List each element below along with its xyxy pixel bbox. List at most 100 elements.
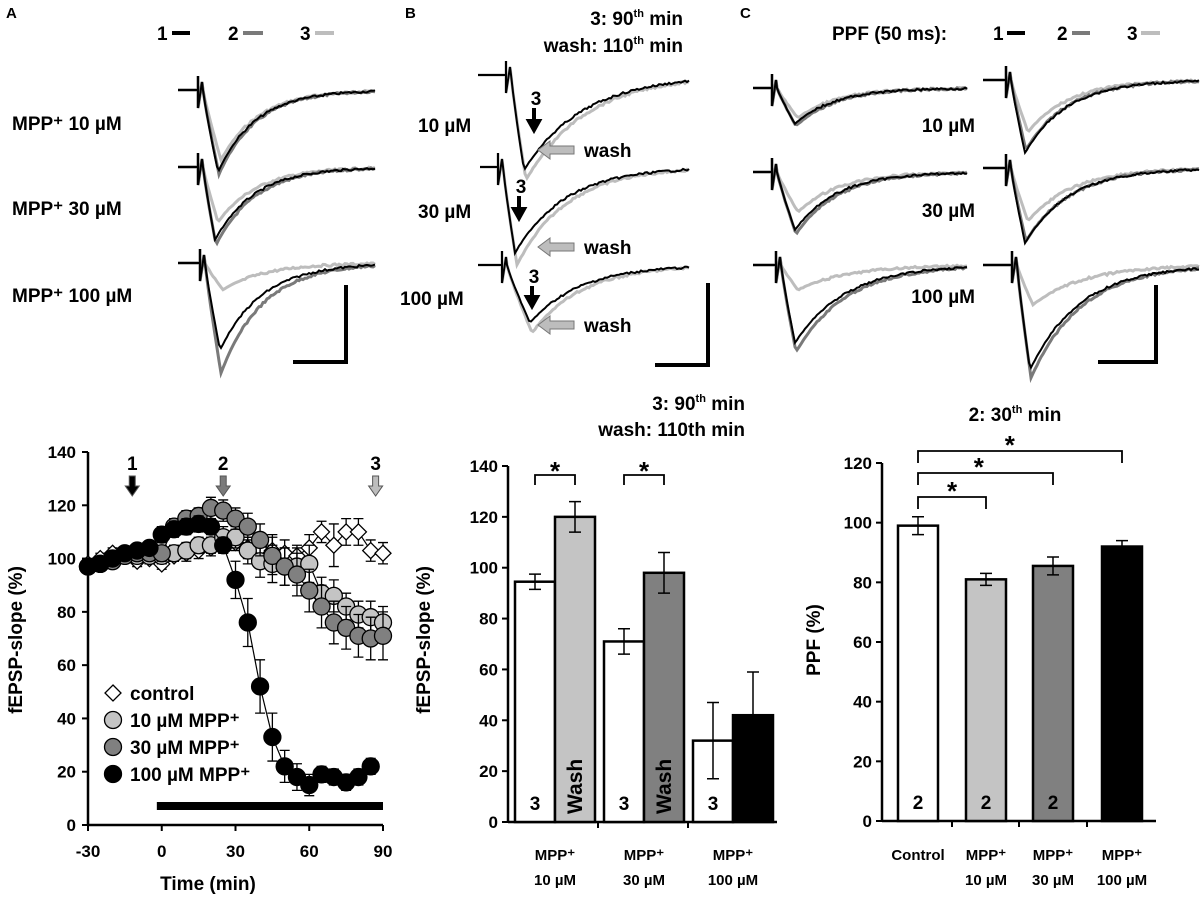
category-label-line1: MPP⁺: [624, 847, 665, 864]
legend-3-label: 3: [300, 24, 311, 45]
left-arrow-icon: [537, 315, 575, 335]
trace-2: [753, 251, 968, 353]
scale-bar-b: [655, 283, 710, 367]
marker-3-label: 3: [531, 89, 542, 110]
title-text: wash: 110: [543, 36, 634, 57]
panel-label-a: A: [6, 5, 17, 22]
title-text: min: [1022, 405, 1061, 426]
trace-label-mpp100: MPP⁺ 100 µM: [12, 286, 132, 307]
down-arrow-icon: [124, 475, 141, 497]
bar: [896, 524, 940, 823]
title-text: min: [644, 36, 683, 57]
bar-c-title: 2: 30th min: [969, 404, 1062, 426]
title-sup: th: [696, 393, 707, 405]
trace-1: [983, 154, 1200, 246]
category-label-line2: 100 µM: [708, 872, 758, 889]
y-tick-label: 100: [470, 559, 498, 578]
title-text: min: [644, 9, 683, 30]
category-label-line2: 30 µM: [1032, 872, 1074, 889]
y-tick-label: 100: [48, 550, 76, 569]
trace-wash: [480, 153, 690, 270]
legend-3-label: 3: [1127, 24, 1138, 45]
title-text: 3: 90: [590, 9, 633, 30]
marker-3-label: 3: [516, 177, 527, 198]
legend-marker: [103, 710, 123, 730]
bar-inner-label: Wash: [653, 759, 676, 814]
x-tick-label: 30: [226, 842, 245, 861]
y-tick-label: 20: [853, 752, 872, 771]
title-sup: th: [634, 8, 645, 20]
legend-1-label: 1: [157, 24, 168, 45]
legend-label: 10 µM MPP⁺: [130, 711, 240, 732]
y-tick-label: 0: [489, 813, 498, 832]
y-tick-label: 60: [853, 633, 872, 652]
y-tick-label: 40: [853, 693, 872, 712]
left-arrow-icon: [537, 237, 575, 257]
bar-inner-label: 2: [913, 793, 924, 814]
trace-3: [478, 61, 690, 171]
legend-2-label: 2: [1057, 24, 1068, 45]
wash-label: wash: [583, 141, 632, 162]
data-point: [238, 517, 257, 536]
panel-c-traces: [753, 66, 1200, 384]
category-label-line2: 30 µM: [623, 872, 665, 889]
data-point: [250, 677, 270, 696]
trace-label-b-30: 30 µM: [418, 202, 471, 223]
category-label-line1: MPP⁺: [535, 847, 576, 864]
data-point: [349, 767, 368, 787]
trace-2: [178, 249, 376, 379]
ppf-bar-chart: 2: 30th min 0 20 40 60 80 100 120 PPF (%) 2 Contr…: [804, 404, 1156, 889]
y-tick-label: 140: [470, 457, 498, 476]
legend-1-label: 1: [993, 24, 1004, 45]
panel-label-c: C: [740, 5, 751, 22]
data-point: [226, 570, 245, 590]
trace-3: [178, 153, 376, 223]
data-point: [287, 565, 307, 584]
panel-b-title-line2: wash: 110th min: [543, 35, 683, 57]
bar: [1031, 564, 1075, 823]
title-sup: th: [1012, 404, 1023, 416]
y-tick-label: 80: [853, 573, 872, 592]
time-marker-label: 2: [218, 454, 229, 475]
error-bar: [1047, 556, 1059, 576]
significance-bracket: [917, 472, 1054, 485]
error-bar: [1116, 539, 1128, 554]
trace-3: [478, 251, 690, 323]
data-point: [300, 775, 319, 795]
significance-star: *: [947, 476, 958, 506]
marker-3-label: 3: [529, 267, 540, 288]
significance-bracket: [534, 474, 576, 485]
legend-2-label: 2: [228, 24, 239, 45]
trace-wash: [478, 251, 690, 334]
y-tick-label: 80: [57, 603, 76, 622]
trace-label-c-30: 30 µM: [922, 201, 975, 222]
y-tick-label: 20: [479, 762, 498, 781]
y-tick-label: 60: [57, 656, 76, 675]
significance-star: *: [550, 456, 561, 486]
significance-bracket: [623, 474, 665, 485]
legend-marker: [103, 737, 123, 757]
bar-inner-label: Wash: [742, 759, 765, 814]
error-bar: [618, 627, 630, 655]
wash-label: wash: [583, 238, 632, 259]
x-tick-label: 0: [157, 842, 166, 861]
data-point: [238, 541, 257, 560]
title-sup: th: [634, 35, 645, 47]
down-arrow-icon: [510, 196, 528, 223]
trace-1: [178, 76, 376, 173]
trace-3: [178, 249, 376, 292]
data-point: [238, 613, 257, 632]
trace-label-mpp30: MPP⁺ 30 µM: [12, 199, 122, 220]
significance-star: *: [1005, 430, 1016, 460]
trace-1: [983, 251, 1200, 371]
y-tick-label: 140: [48, 443, 76, 462]
y-tick-label: 60: [479, 660, 498, 679]
title-text: 3: 90: [652, 394, 695, 415]
category-label-line1: MPP⁺: [966, 847, 1007, 864]
data-point: [214, 536, 233, 555]
data-point: [263, 727, 282, 747]
category-label-line1: MPP⁺: [713, 847, 754, 864]
trace-label-mpp10: MPP⁺ 10 µM: [12, 114, 122, 135]
significance-star: *: [639, 456, 650, 486]
x-tick-label: -30: [76, 842, 101, 861]
